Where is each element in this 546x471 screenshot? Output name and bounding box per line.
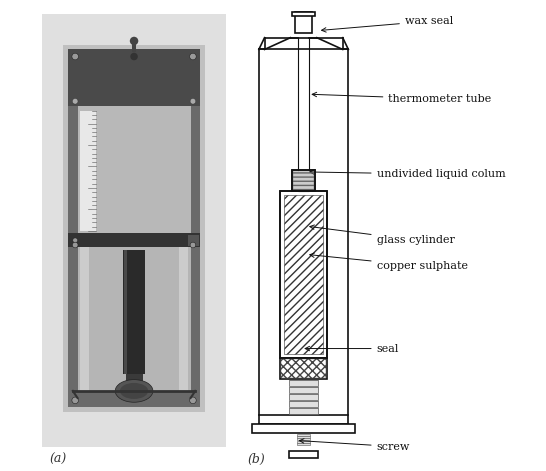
Bar bbox=[78, 247, 191, 391]
Bar bbox=[289, 451, 318, 458]
Bar bbox=[297, 441, 310, 443]
Bar bbox=[297, 443, 310, 445]
Bar bbox=[132, 42, 136, 52]
Bar bbox=[281, 359, 326, 378]
Bar bbox=[42, 14, 226, 447]
Circle shape bbox=[130, 37, 138, 45]
Circle shape bbox=[73, 98, 78, 104]
Circle shape bbox=[189, 53, 196, 60]
Bar bbox=[292, 170, 315, 191]
Circle shape bbox=[191, 238, 195, 243]
Bar bbox=[280, 191, 327, 358]
Bar bbox=[63, 45, 205, 412]
Circle shape bbox=[72, 53, 79, 60]
Bar bbox=[297, 436, 310, 438]
Bar bbox=[284, 195, 323, 354]
Text: (b): (b) bbox=[247, 453, 265, 466]
Circle shape bbox=[130, 53, 138, 60]
Bar bbox=[289, 394, 318, 400]
Bar bbox=[80, 247, 90, 391]
Bar bbox=[289, 408, 318, 414]
Text: thermometer tube: thermometer tube bbox=[312, 92, 491, 104]
Bar bbox=[297, 433, 310, 436]
Bar bbox=[289, 387, 318, 393]
Circle shape bbox=[190, 98, 196, 104]
Circle shape bbox=[73, 238, 78, 243]
Circle shape bbox=[73, 242, 78, 248]
Text: seal: seal bbox=[305, 343, 399, 354]
Text: wax seal: wax seal bbox=[322, 16, 453, 32]
Bar bbox=[293, 170, 314, 190]
Bar bbox=[280, 358, 327, 379]
Text: glass cylinder: glass cylinder bbox=[310, 225, 454, 245]
Circle shape bbox=[128, 383, 140, 394]
Ellipse shape bbox=[115, 380, 153, 402]
Bar bbox=[188, 235, 199, 246]
Bar bbox=[297, 438, 310, 440]
Bar bbox=[289, 401, 318, 406]
Text: copper sulphate: copper sulphate bbox=[310, 253, 467, 271]
Bar bbox=[179, 247, 188, 391]
Text: undivided liquid colum: undivided liquid colum bbox=[310, 169, 506, 179]
Bar bbox=[78, 106, 191, 236]
Bar bbox=[80, 111, 97, 231]
Bar bbox=[123, 250, 145, 374]
Bar bbox=[68, 233, 200, 247]
Text: screw: screw bbox=[299, 439, 410, 452]
Bar bbox=[124, 250, 127, 374]
Circle shape bbox=[189, 397, 196, 404]
Polygon shape bbox=[68, 49, 200, 106]
Bar bbox=[126, 374, 143, 391]
Bar bbox=[292, 170, 315, 191]
Bar bbox=[292, 12, 315, 16]
Ellipse shape bbox=[120, 383, 148, 399]
Bar bbox=[289, 380, 318, 386]
Circle shape bbox=[72, 397, 79, 404]
Bar bbox=[68, 49, 200, 407]
Text: (a): (a) bbox=[49, 453, 67, 466]
Bar bbox=[280, 191, 327, 358]
Circle shape bbox=[190, 242, 196, 248]
Bar bbox=[295, 12, 312, 33]
Bar bbox=[252, 424, 355, 433]
